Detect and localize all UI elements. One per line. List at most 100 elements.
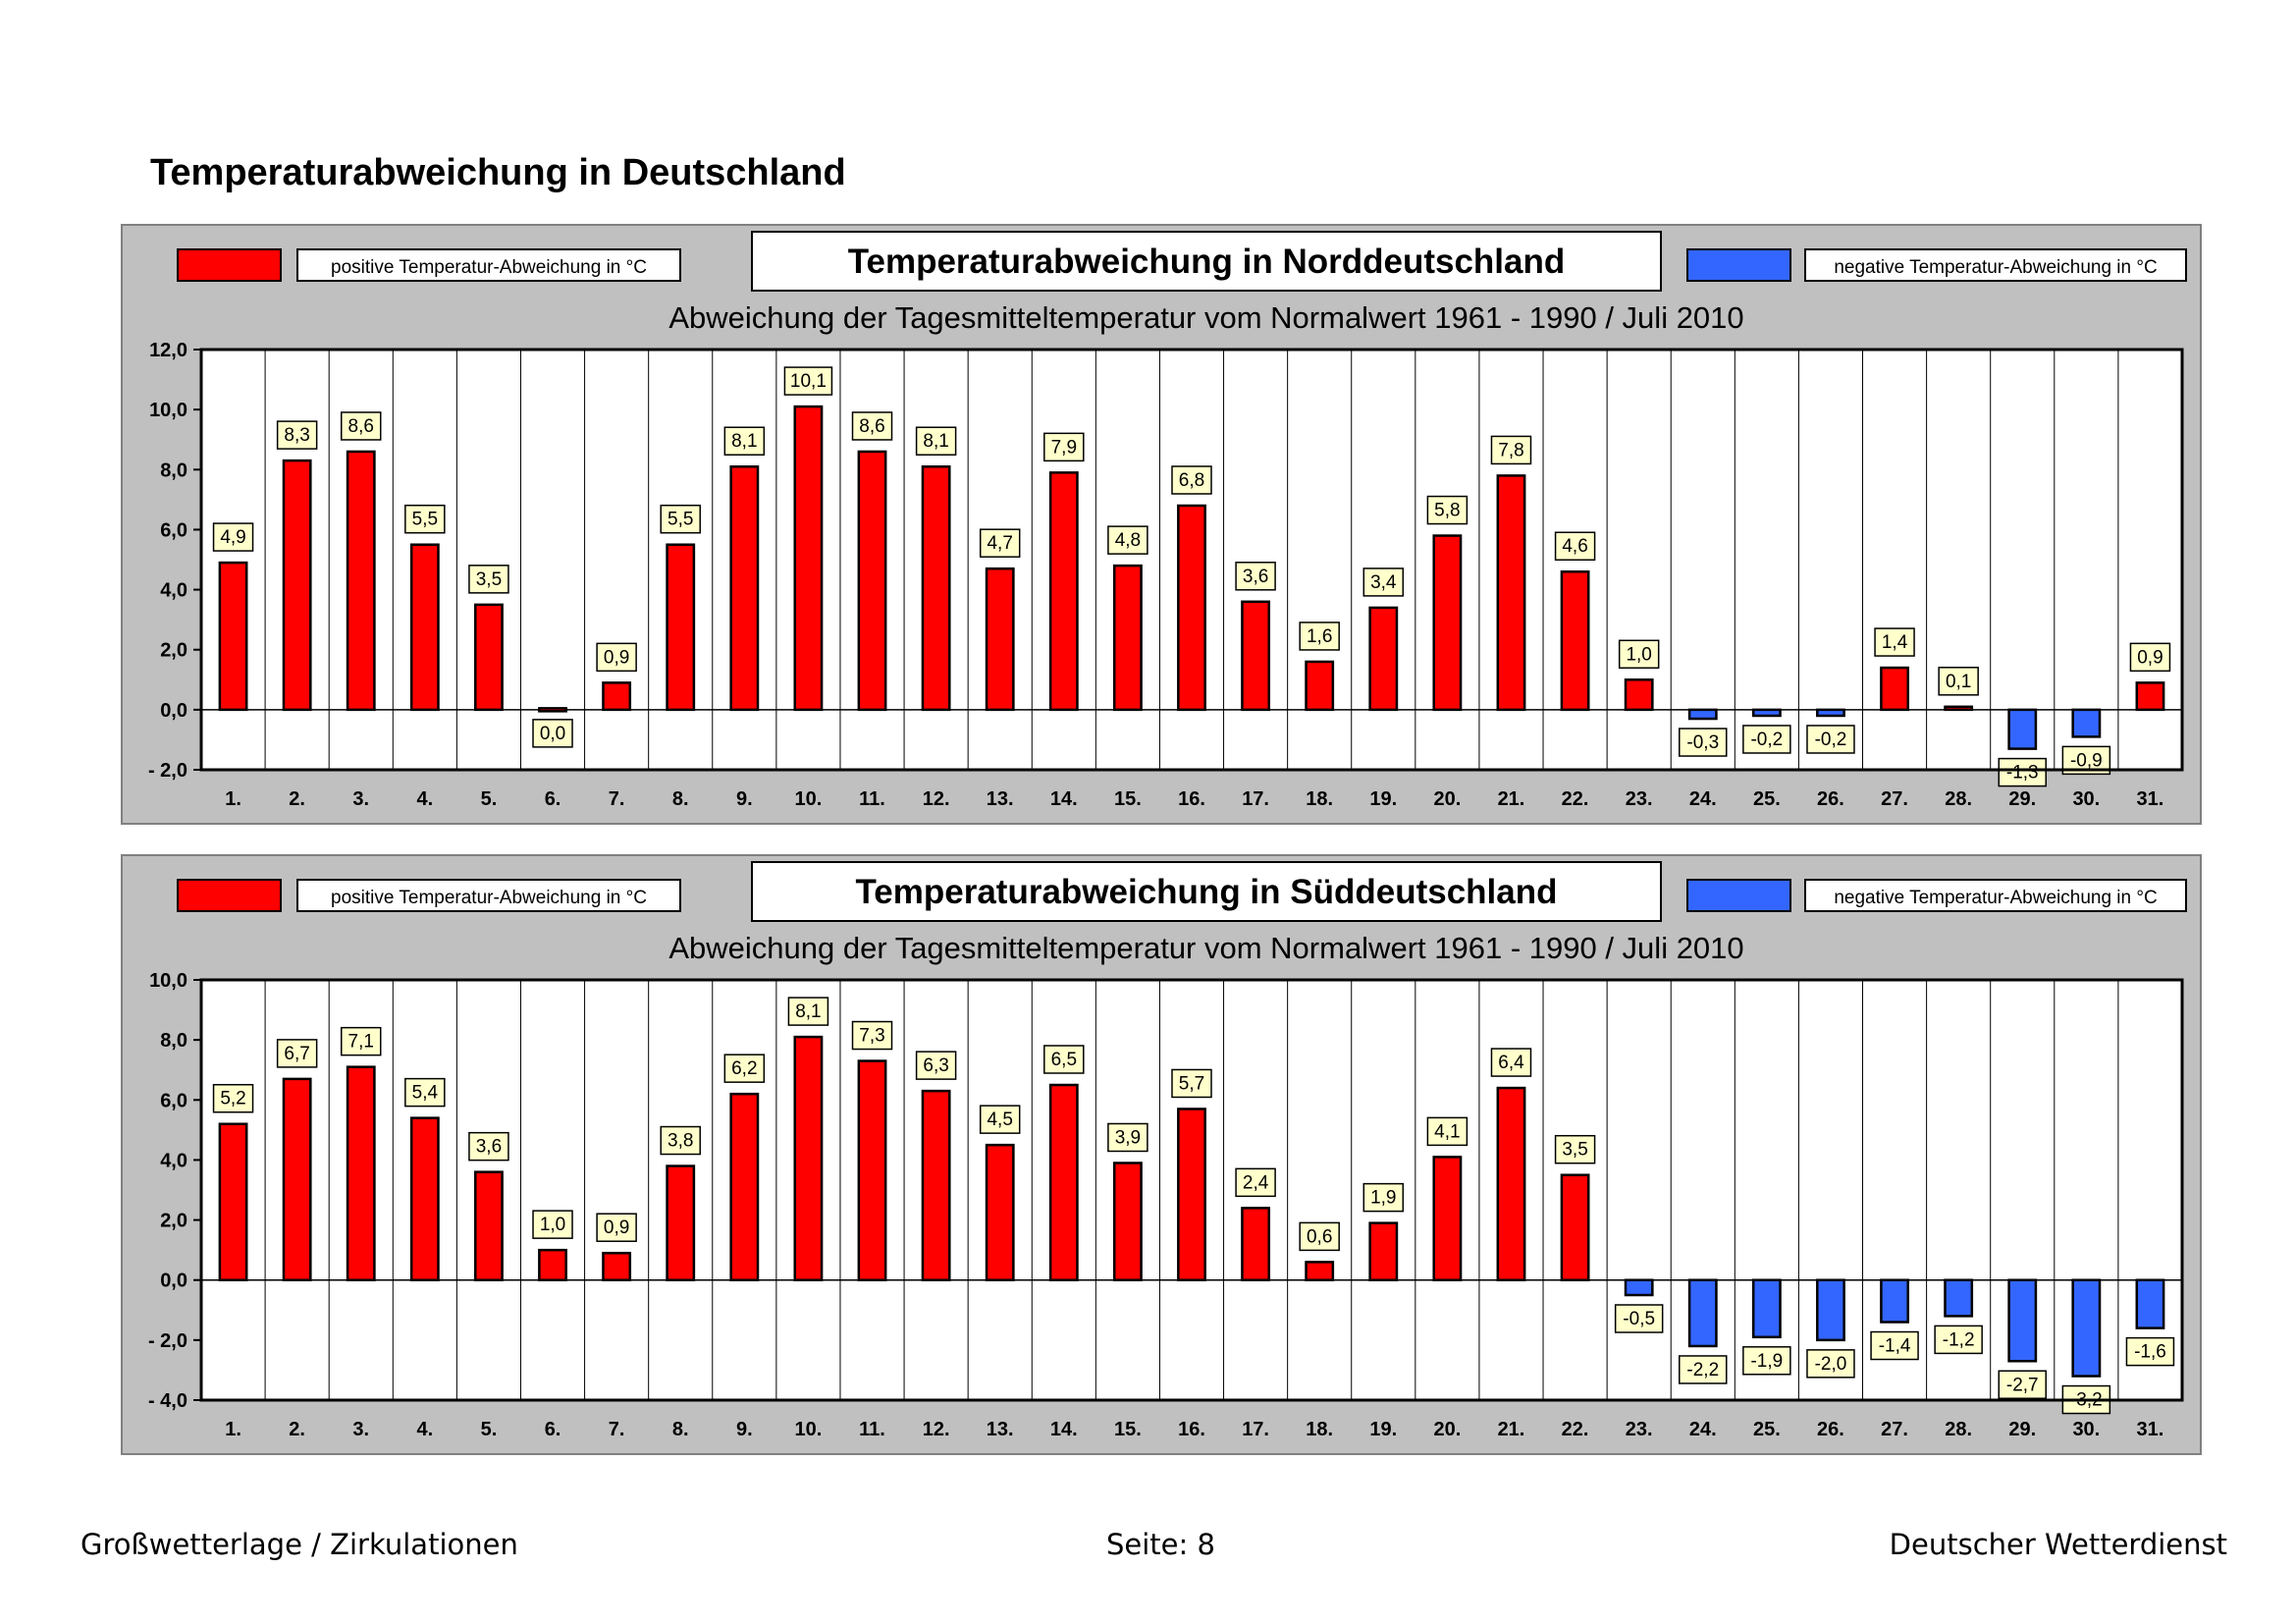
value-label-box	[1171, 1068, 1212, 1099]
value-label-box	[915, 1051, 957, 1080]
bar	[2135, 681, 2165, 712]
legend-positive-swatch	[177, 248, 282, 282]
bar	[1560, 1173, 1590, 1281]
chart-panel-south: positive Temperatur-Abweichung in °C Temp…	[121, 854, 2202, 1455]
x-tick-label: 2.	[289, 1419, 305, 1440]
bar	[1496, 474, 1526, 712]
value-label-box	[1107, 525, 1148, 555]
x-tick-label: 12.	[923, 788, 950, 810]
bar	[409, 543, 440, 712]
value-label-box	[1742, 725, 1791, 754]
value-label: 5,5	[667, 510, 693, 530]
value-label: 0,9	[2137, 647, 2163, 668]
legend-positive-label: positive Temperatur-Abweichung in °C	[331, 888, 647, 908]
value-label: 3,5	[1562, 1140, 1587, 1161]
bar	[1048, 471, 1079, 712]
value-label: 8,6	[348, 416, 374, 437]
value-label-box	[1043, 432, 1085, 462]
value-label-box	[1934, 1325, 1983, 1355]
value-label: 1,0	[1626, 644, 1651, 665]
value-label: 5,8	[1434, 501, 1460, 521]
bar	[1241, 600, 1271, 712]
value-label-box	[1299, 622, 1340, 651]
value-label: 8,1	[923, 431, 948, 452]
bar	[857, 1059, 887, 1281]
bar	[729, 1092, 760, 1281]
bar	[1177, 1108, 1206, 1281]
bar	[1880, 1278, 1909, 1324]
x-tick-label: 16.	[1178, 1419, 1205, 1440]
value-label-box	[1107, 1122, 1148, 1153]
x-tick-label: 3.	[352, 788, 369, 810]
bar	[1751, 708, 1782, 718]
value-label: 4,1	[1434, 1121, 1460, 1142]
footer-page-number: Seite: 8	[1106, 1528, 1215, 1561]
x-tick-label: 30.	[2072, 788, 2100, 810]
value-label: -1,9	[1750, 1351, 1783, 1372]
value-label-box	[468, 1131, 509, 1162]
legend-negative-swatch	[1686, 879, 1791, 912]
x-tick-label: 28.	[1945, 788, 1972, 810]
bar	[1816, 708, 1845, 718]
bar	[1944, 705, 1974, 712]
value-label-box	[723, 1054, 766, 1083]
value-label-box	[340, 411, 382, 441]
y-tick-label: 2,0	[160, 1211, 187, 1232]
value-label: 8,1	[795, 1001, 821, 1022]
bar	[1880, 666, 1909, 712]
value-label: -1,6	[2134, 1342, 2166, 1363]
value-label-box	[723, 426, 766, 456]
bar	[921, 464, 951, 712]
value-label-box	[979, 1105, 1021, 1134]
bar	[474, 1170, 504, 1281]
chart-title-box	[751, 861, 1662, 922]
value-label: 4,9	[220, 527, 245, 548]
value-label: 1,9	[1370, 1188, 1396, 1209]
bar	[1687, 708, 1718, 721]
plot-border	[199, 978, 2184, 1402]
x-tick-label: 8.	[672, 1419, 689, 1440]
x-tick-label: 6.	[545, 1419, 561, 1440]
bar	[1305, 660, 1335, 712]
bar	[538, 707, 567, 713]
plot-border	[199, 348, 2184, 772]
bar	[346, 1065, 376, 1281]
value-label: 7,1	[348, 1032, 374, 1053]
bar	[282, 1077, 312, 1281]
bar	[1560, 569, 1590, 712]
x-tick-label: 3.	[352, 1419, 369, 1440]
value-label-box	[783, 366, 833, 396]
value-label-box	[404, 504, 446, 534]
bar	[346, 450, 376, 712]
y-tick-label: 4,0	[160, 580, 187, 602]
bar	[2071, 708, 2102, 738]
x-tick-label: 12.	[923, 1419, 950, 1440]
x-tick-label: 9.	[736, 788, 753, 810]
x-tick-label: 9.	[736, 1419, 753, 1440]
bar	[1112, 564, 1143, 712]
bar	[1112, 1162, 1143, 1281]
value-label-box	[340, 1026, 382, 1056]
bar	[1305, 1261, 1335, 1281]
value-label: -1,3	[2006, 763, 2039, 784]
value-label-box	[1426, 1116, 1468, 1147]
bar	[666, 543, 696, 712]
value-label-box	[276, 420, 318, 450]
value-label-box	[1554, 531, 1596, 561]
value-label: -1,2	[1943, 1329, 1975, 1350]
value-label: 0,1	[1946, 672, 1971, 692]
value-label: 6,8	[1179, 470, 1204, 491]
value-label-box	[1806, 1349, 1855, 1379]
value-label-box	[1870, 1330, 1919, 1361]
page-title: Temperaturabweichung in Deutschland	[150, 152, 846, 193]
bar	[1177, 504, 1206, 712]
x-tick-label: 4.	[416, 788, 433, 810]
bar	[857, 450, 887, 712]
bar	[1432, 534, 1463, 712]
y-tick-label: 6,0	[160, 1090, 187, 1111]
x-tick-label: 15.	[1114, 788, 1142, 810]
y-tick-label: 10,0	[149, 400, 187, 421]
y-tick-label: 8,0	[160, 1030, 187, 1052]
x-tick-label: 8.	[672, 788, 689, 810]
x-tick-label: 5.	[481, 1419, 498, 1440]
